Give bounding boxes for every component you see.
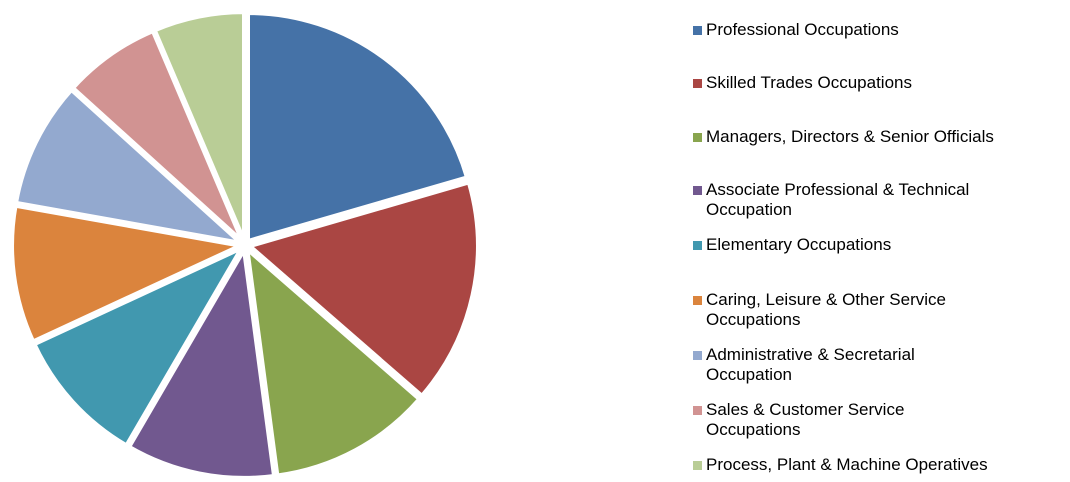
legend-swatch bbox=[693, 296, 702, 305]
legend-label: Associate Professional & Technical Occup… bbox=[706, 180, 970, 219]
pie-slice bbox=[246, 11, 470, 244]
pie-slice bbox=[244, 244, 423, 478]
legend-swatch bbox=[693, 241, 702, 250]
pie bbox=[10, 10, 480, 480]
legend-swatch bbox=[693, 26, 702, 35]
legend-label: Process, Plant & Machine Operatives bbox=[706, 455, 988, 474]
legend-swatch bbox=[693, 186, 702, 195]
legend-label: Skilled Trades Occupations bbox=[706, 73, 912, 92]
legend-item: Administrative & Secretarial Occupation bbox=[693, 345, 963, 385]
legend-swatch bbox=[693, 351, 702, 360]
legend-item: Managers, Directors & Senior Officials bbox=[693, 127, 1068, 147]
legend-label: Administrative & Secretarial Occupation bbox=[706, 345, 915, 384]
pie-slice bbox=[152, 10, 247, 241]
pie-slice bbox=[13, 87, 248, 246]
legend-label: Sales & Customer Service Occupations bbox=[706, 400, 905, 439]
legend-label: Professional Occupations bbox=[706, 20, 899, 39]
legend-swatch bbox=[693, 133, 702, 142]
pie-slice bbox=[31, 243, 247, 449]
pie-slice bbox=[10, 203, 247, 345]
pie-slice bbox=[245, 179, 480, 399]
legend-item: Caring, Leisure & Other Service Occupati… bbox=[693, 290, 1023, 330]
legend-label: Caring, Leisure & Other Service Occupati… bbox=[706, 290, 946, 329]
legend-item: Sales & Customer Service Occupations bbox=[693, 400, 953, 440]
legend-swatch bbox=[693, 461, 702, 470]
pie-slice bbox=[70, 28, 244, 243]
legend-item: Associate Professional & Technical Occup… bbox=[693, 180, 1033, 220]
legend-item: Process, Plant & Machine Operatives bbox=[693, 455, 1068, 475]
legend-label: Elementary Occupations bbox=[706, 235, 892, 254]
legend-label: Managers, Directors & Senior Officials bbox=[706, 127, 994, 146]
pie-slice bbox=[126, 243, 277, 480]
legend-item: Skilled Trades Occupations bbox=[693, 73, 1063, 93]
legend-item: Professional Occupations bbox=[693, 20, 1063, 40]
legend-item: Elementary Occupations bbox=[693, 235, 1063, 255]
legend-swatch bbox=[693, 79, 702, 88]
legend-swatch bbox=[693, 406, 702, 415]
